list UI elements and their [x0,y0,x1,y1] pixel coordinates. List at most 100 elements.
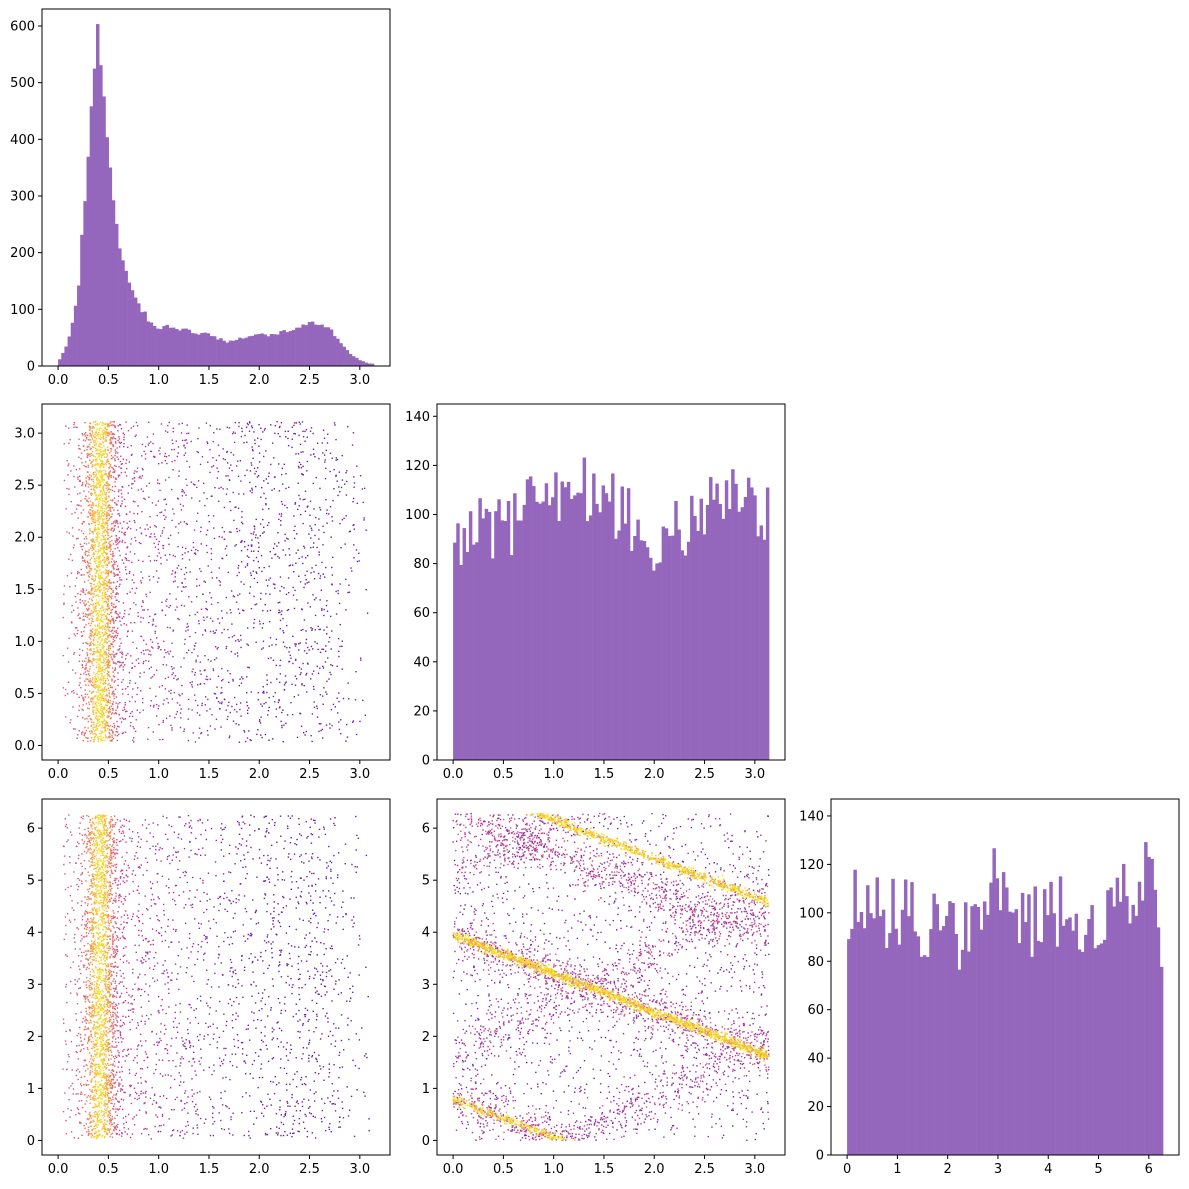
scatter-point [107,603,109,605]
scatter-point [126,467,128,470]
scatter-point [280,720,282,723]
scatter-point [183,454,185,457]
scatter-point [84,693,87,695]
scatter-point [90,641,93,643]
scatter-point [105,629,107,631]
scatter-point [158,552,160,554]
scatter-point [85,603,88,605]
scatter-point [117,593,119,595]
scatter-point [80,545,82,548]
scatter-point [292,1123,294,1125]
scatter-point [84,660,86,662]
scatter-point [273,488,276,490]
scatter-point [116,565,119,567]
scatter-point [356,502,358,505]
scatter-point [95,511,97,514]
scatter-point [198,848,200,851]
scatter-point [88,576,91,578]
scatter-point [195,661,197,663]
scatter-point [84,561,87,563]
scatter-point [82,630,85,633]
scatter-point [279,1002,281,1004]
scatter-point [102,713,105,715]
scatter-point [94,433,97,435]
scatter-point [106,616,108,618]
scatter-point [221,632,223,634]
scatter-point [147,660,150,662]
scatter-point [92,510,94,512]
scatter-point [104,571,107,573]
scatter-point [104,681,106,684]
scatter-point [271,1031,274,1033]
scatter-point [139,475,141,478]
scatter-point [112,707,114,710]
histogram-bar [336,338,340,366]
scatter-point [251,448,254,451]
scatter-point [97,648,99,651]
x-tick-label: 0.0 [48,767,69,782]
scatter-point [338,602,341,605]
scatter-point [224,1054,227,1056]
scatter-point [280,520,282,522]
scatter-point [98,632,101,634]
scatter-point [95,430,98,433]
scatter-point [130,487,133,489]
scatter-point [87,678,89,680]
scatter-point [97,646,100,648]
scatter-point [164,459,167,462]
histogram-bar [491,558,495,760]
scatter-point [188,559,191,561]
scatter-point [246,705,249,707]
histogram-bar [592,473,596,760]
scatter-point [277,879,279,881]
scatter-point [88,554,90,556]
scatter-point [229,501,231,503]
scatter-point [100,497,102,499]
histogram-bar [601,485,606,760]
scatter-point [89,593,92,595]
scatter-point [181,693,183,695]
scatter-point [313,706,316,709]
scatter-point [107,628,109,630]
scatter-point [115,730,117,733]
scatter-point [205,608,208,610]
scatter-point [265,502,267,505]
scatter-point [84,440,87,442]
scatter-point [213,692,216,695]
scatter-point [94,494,97,497]
scatter-point [306,470,308,472]
scatter-point [105,515,108,518]
scatter-point [106,585,109,587]
scatter-point [169,604,172,607]
scatter-point [78,617,81,619]
scatter-point [112,626,114,629]
scatter-point [103,983,106,985]
scatter-point [250,544,253,546]
scatter-point [122,1055,124,1058]
scatter-point [303,684,305,687]
histogram-bar [332,336,337,366]
scatter-point [102,726,105,729]
scatter-point [117,509,119,512]
scatter-point [78,696,80,699]
scatter-point [186,652,188,654]
scatter-point [322,978,324,981]
scatter-point [98,479,101,481]
scatter-point [107,432,110,434]
scatter-point [127,526,130,528]
scatter-point [112,444,115,447]
scatter-point [147,994,150,996]
scatter-point [95,619,97,622]
scatter-point [191,651,193,654]
scatter-point [93,696,96,698]
scatter-point [97,662,100,664]
scatter-point [147,649,149,651]
scatter-point [88,478,90,481]
scatter-point [104,431,107,434]
scatter-point [115,560,118,563]
scatter-point [97,583,99,585]
scatter-point [111,565,113,567]
scatter-point [299,581,302,583]
scatter-point [105,638,107,640]
scatter-point [187,739,190,742]
